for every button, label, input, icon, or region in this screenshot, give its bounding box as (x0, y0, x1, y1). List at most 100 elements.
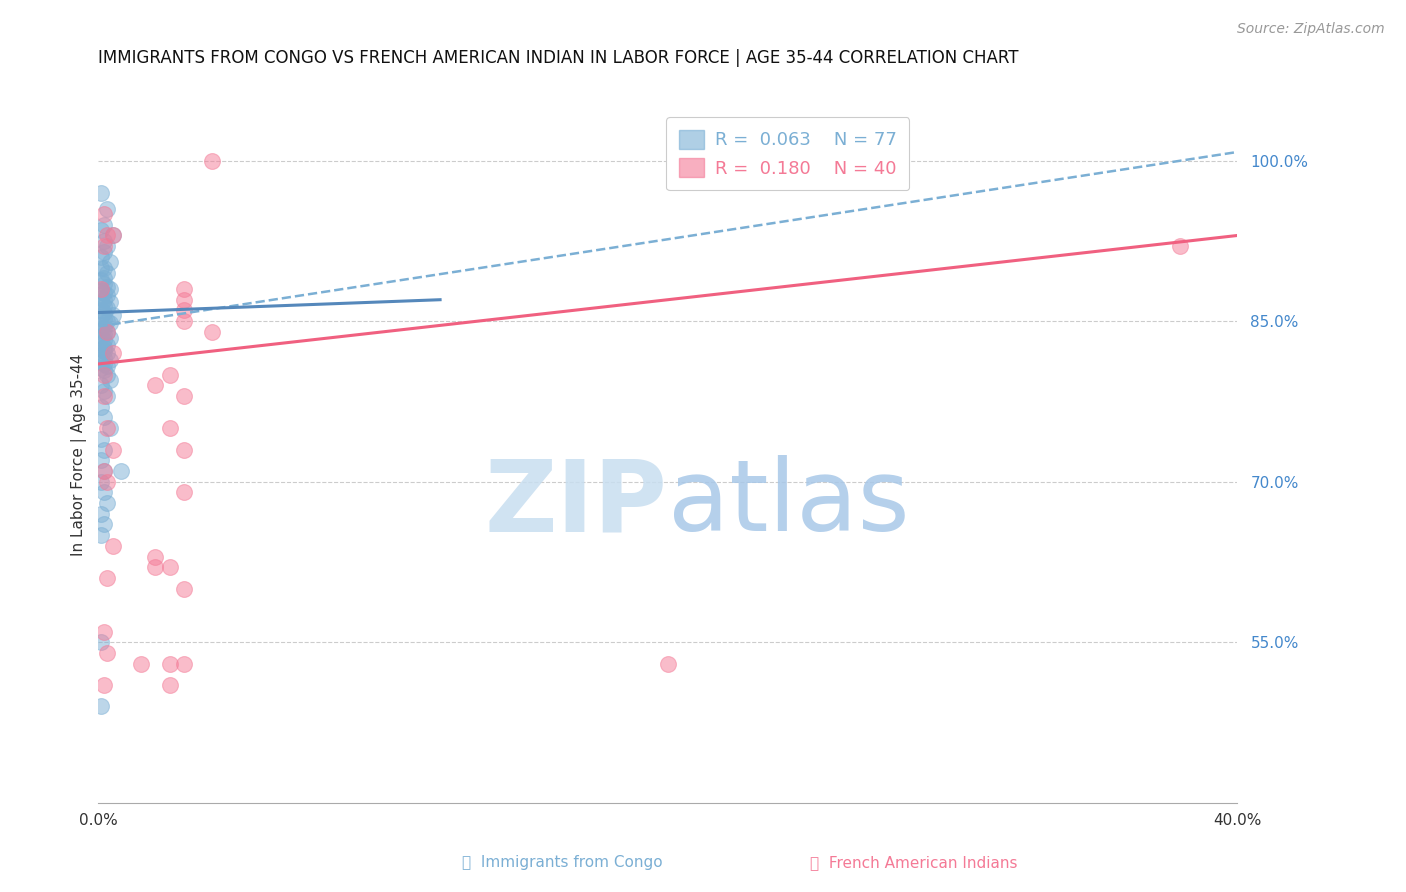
Point (145, 378, 167, 392)
Point (90, 329, 112, 343)
Point (98, 421, 121, 435)
Point (93, 234, 115, 248)
Point (1170, 239, 1192, 253)
Point (93, 357, 115, 371)
Point (96, 389, 118, 403)
Point (90, 361, 112, 376)
Point (93, 368, 115, 382)
Point (96, 421, 118, 435)
Point (96, 280, 118, 294)
Text: ⬜  Immigrants from Congo: ⬜ Immigrants from Congo (463, 855, 662, 870)
Point (173, 657, 195, 671)
Point (173, 389, 195, 403)
Point (145, 560, 167, 574)
Point (93, 464, 115, 478)
Point (90, 528, 112, 542)
Point (93, 517, 115, 532)
Point (98, 331, 121, 345)
Point (93, 293, 115, 307)
Point (90, 400, 112, 414)
Point (201, 153, 224, 168)
Point (173, 442, 195, 457)
Point (93, 320, 115, 334)
Text: ⬜  French American Indians: ⬜ French American Indians (810, 855, 1018, 870)
Point (90, 273, 112, 287)
Point (96, 288, 118, 302)
Legend: R =  0.063    N = 77, R =  0.180    N = 40: R = 0.063 N = 77, R = 0.180 N = 40 (666, 118, 910, 191)
Point (96, 337, 118, 351)
Point (145, 549, 167, 564)
Point (90, 310, 112, 324)
Point (90, 507, 112, 521)
Point (101, 442, 124, 457)
Point (159, 368, 181, 382)
Point (90, 318, 112, 333)
Point (90, 355, 112, 369)
Point (96, 314, 118, 328)
Point (173, 485, 195, 500)
Point (96, 646, 118, 660)
Point (657, 657, 679, 671)
Point (93, 312, 115, 326)
Point (173, 582, 195, 596)
Point (96, 475, 118, 489)
Point (90, 284, 112, 298)
Point (96, 325, 118, 339)
Point (93, 351, 115, 365)
Point (93, 218, 115, 232)
Point (93, 299, 115, 313)
Point (101, 539, 124, 553)
Point (93, 334, 115, 348)
Point (96, 266, 118, 280)
Point (96, 496, 118, 510)
Point (98, 316, 121, 330)
Point (96, 202, 118, 216)
Point (90, 453, 112, 467)
Point (90, 291, 112, 305)
Point (98, 255, 121, 269)
Text: Source: ZipAtlas.com: Source: ZipAtlas.com (1237, 22, 1385, 37)
Point (96, 325, 118, 339)
Point (98, 294, 121, 309)
Point (90, 432, 112, 446)
Point (101, 346, 124, 360)
Point (90, 303, 112, 318)
Point (93, 389, 115, 403)
Point (96, 301, 118, 316)
Point (96, 368, 118, 382)
Point (93, 464, 115, 478)
Text: IMMIGRANTS FROM CONGO VS FRENCH AMERICAN INDIAN IN LABOR FORCE | AGE 35-44 CORRE: IMMIGRANTS FROM CONGO VS FRENCH AMERICAN… (98, 49, 1019, 67)
Point (110, 464, 132, 478)
Point (93, 239, 115, 253)
Point (96, 346, 118, 360)
Point (93, 678, 115, 692)
Point (93, 207, 115, 221)
Point (93, 442, 115, 457)
Text: ZIP: ZIP (485, 455, 668, 552)
Point (96, 359, 118, 373)
Point (173, 282, 195, 296)
Point (96, 239, 118, 253)
Point (98, 352, 121, 367)
Point (93, 260, 115, 275)
Point (159, 421, 181, 435)
Point (173, 293, 195, 307)
Point (96, 571, 118, 585)
Point (90, 250, 112, 264)
Point (90, 297, 112, 311)
Point (90, 282, 112, 296)
Point (93, 305, 115, 319)
Point (98, 373, 121, 387)
Point (90, 335, 112, 350)
Point (159, 560, 181, 574)
Point (90, 323, 112, 337)
Point (90, 223, 112, 237)
Point (90, 378, 112, 392)
Point (201, 325, 224, 339)
Point (93, 384, 115, 398)
Point (93, 363, 115, 377)
Point (173, 303, 195, 318)
Point (93, 340, 115, 354)
Point (90, 699, 112, 714)
Point (93, 624, 115, 639)
